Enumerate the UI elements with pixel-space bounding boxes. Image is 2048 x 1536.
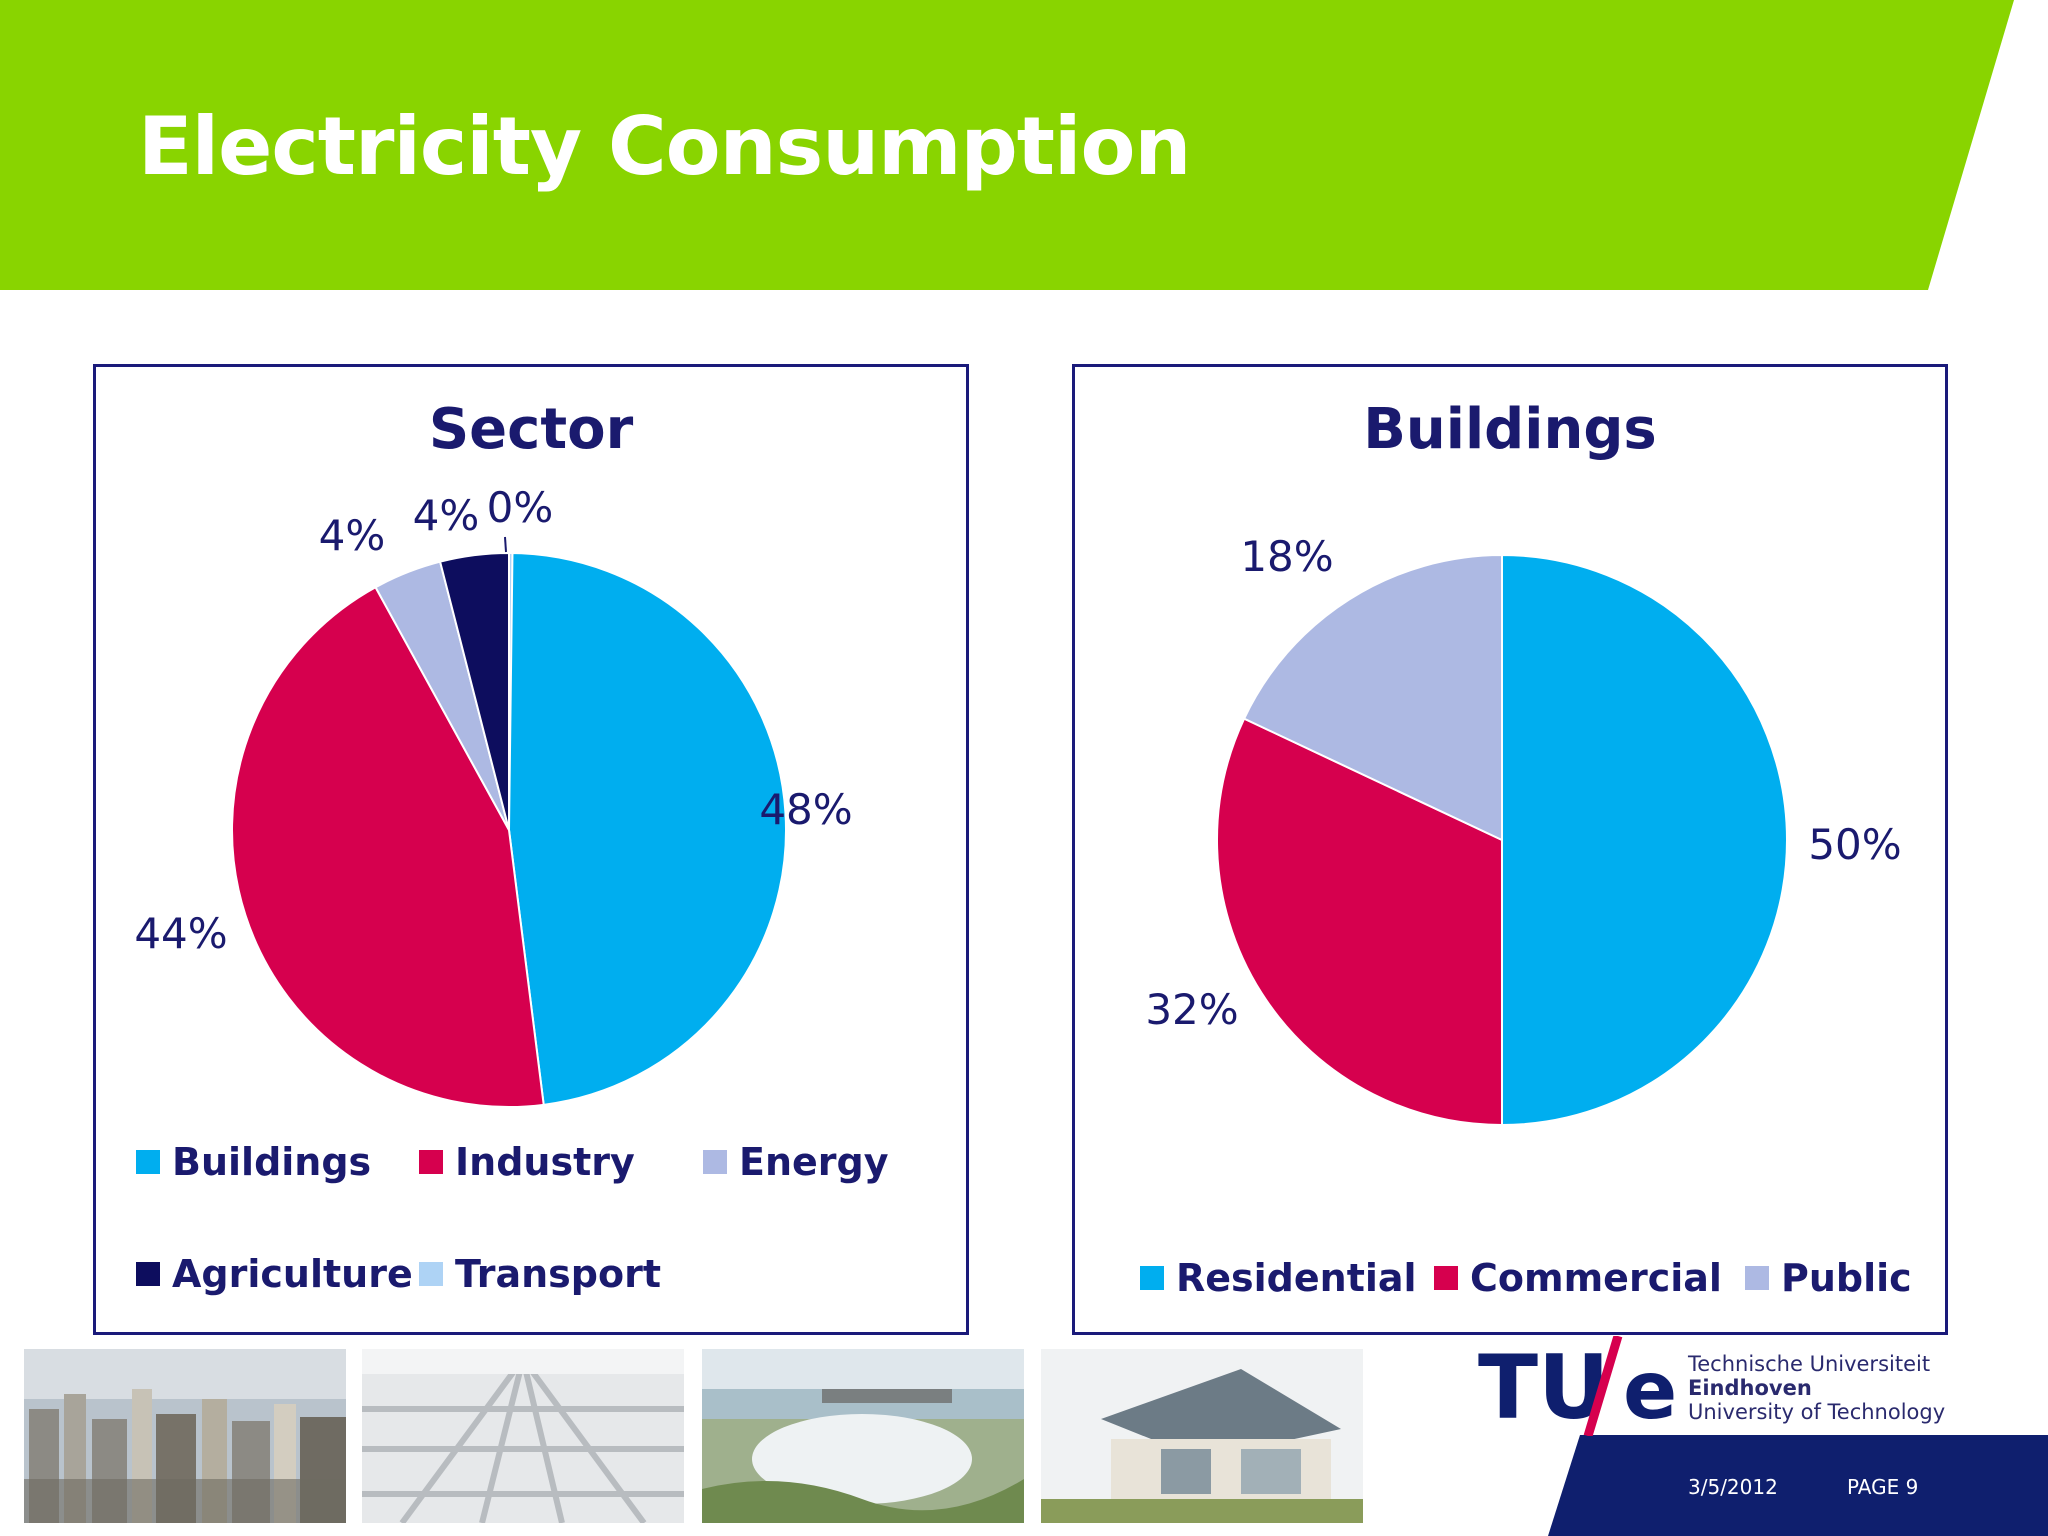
sector-label-energy: 4%: [319, 511, 386, 560]
buildings-pie: 50% 32% 18%: [1145, 532, 1902, 1127]
buildings-label-commercial: 32%: [1145, 985, 1238, 1034]
title-banner: [0, 0, 2014, 290]
sector-leader-transport: [504, 536, 507, 553]
sector-chart: Sector 48% 44% 4% 4% 0% Buildings Indust…: [93, 364, 969, 1335]
tue-logo-mark: TU e: [1478, 1334, 1677, 1439]
buildings-chart: Buildings 50% 32% 18% Residential Commer…: [1072, 364, 1948, 1335]
buildings-slice-residential: [1501, 553, 1788, 1127]
legend-swatch: [136, 1262, 160, 1286]
sector-label-buildings: 48%: [759, 785, 852, 834]
buildings-label-residential: 50%: [1808, 820, 1901, 869]
legend-residential: Residential: [1140, 1256, 1417, 1300]
solar-panel-field-photo: [362, 1349, 684, 1523]
legend-swatch: [1140, 1266, 1164, 1290]
legend-label: Energy: [739, 1140, 889, 1184]
legend-label: Industry: [455, 1140, 635, 1184]
sector-label-transport: 0%: [487, 483, 554, 532]
legend-commercial: Commercial: [1434, 1256, 1722, 1300]
legend-industry: Industry: [419, 1140, 635, 1184]
legend-swatch: [1745, 1266, 1769, 1290]
logo-line-3: University of Technology: [1688, 1400, 1946, 1424]
sector-label-agriculture: 4%: [413, 491, 480, 540]
legend-label: Buildings: [172, 1140, 372, 1184]
logo-line-1: Technische Universiteit: [1688, 1352, 1931, 1376]
sector-slice-buildings: [508, 551, 787, 1106]
legend-label: Agriculture: [172, 1252, 413, 1296]
solar-house-photo: [1041, 1349, 1363, 1523]
logo-line-2: Eindhoven: [1688, 1376, 1812, 1400]
buildings-slice-public: [1242, 553, 1503, 842]
legend-swatch: [419, 1150, 443, 1174]
legend-energy: Energy: [703, 1140, 889, 1184]
legend-transport: Transport: [419, 1252, 661, 1296]
legend-public: Public: [1745, 1256, 1912, 1300]
legend-label: Public: [1781, 1256, 1912, 1300]
legend-swatch: [419, 1262, 443, 1286]
buildings-slice-commercial: [1216, 717, 1503, 1127]
legend-label: Residential: [1176, 1256, 1417, 1300]
legend-swatch: [703, 1150, 727, 1174]
footer-page-number: PAGE 9: [1847, 1475, 1919, 1499]
buildings-chart-title: Buildings: [1363, 397, 1657, 462]
legend-label: Transport: [455, 1252, 662, 1296]
sector-pie: 48% 44% 4% 4% 0%: [134, 483, 853, 1108]
legend-agriculture: Agriculture: [136, 1252, 413, 1296]
legend-swatch: [1434, 1266, 1458, 1290]
city-skyline-photo: [24, 1349, 346, 1523]
buildings-label-public: 18%: [1240, 532, 1333, 581]
slide-title: Electricity Consumption: [138, 100, 1191, 193]
sector-slice-industry: [231, 585, 545, 1108]
tue-logo: TU e: [1478, 1334, 1678, 1439]
legend-swatch: [136, 1150, 160, 1174]
legend-buildings: Buildings: [136, 1140, 371, 1184]
footer-decoration: [1548, 1435, 2048, 1536]
legend-label: Commercial: [1470, 1256, 1722, 1300]
sector-chart-title: Sector: [428, 397, 634, 462]
hydroelectric-dam-photo: [702, 1349, 1024, 1523]
sector-slice-transport: [508, 551, 514, 831]
footer-date: 3/5/2012: [1688, 1475, 1778, 1499]
sector-label-industry: 44%: [134, 909, 227, 958]
svg-text:e: e: [1623, 1344, 1677, 1436]
